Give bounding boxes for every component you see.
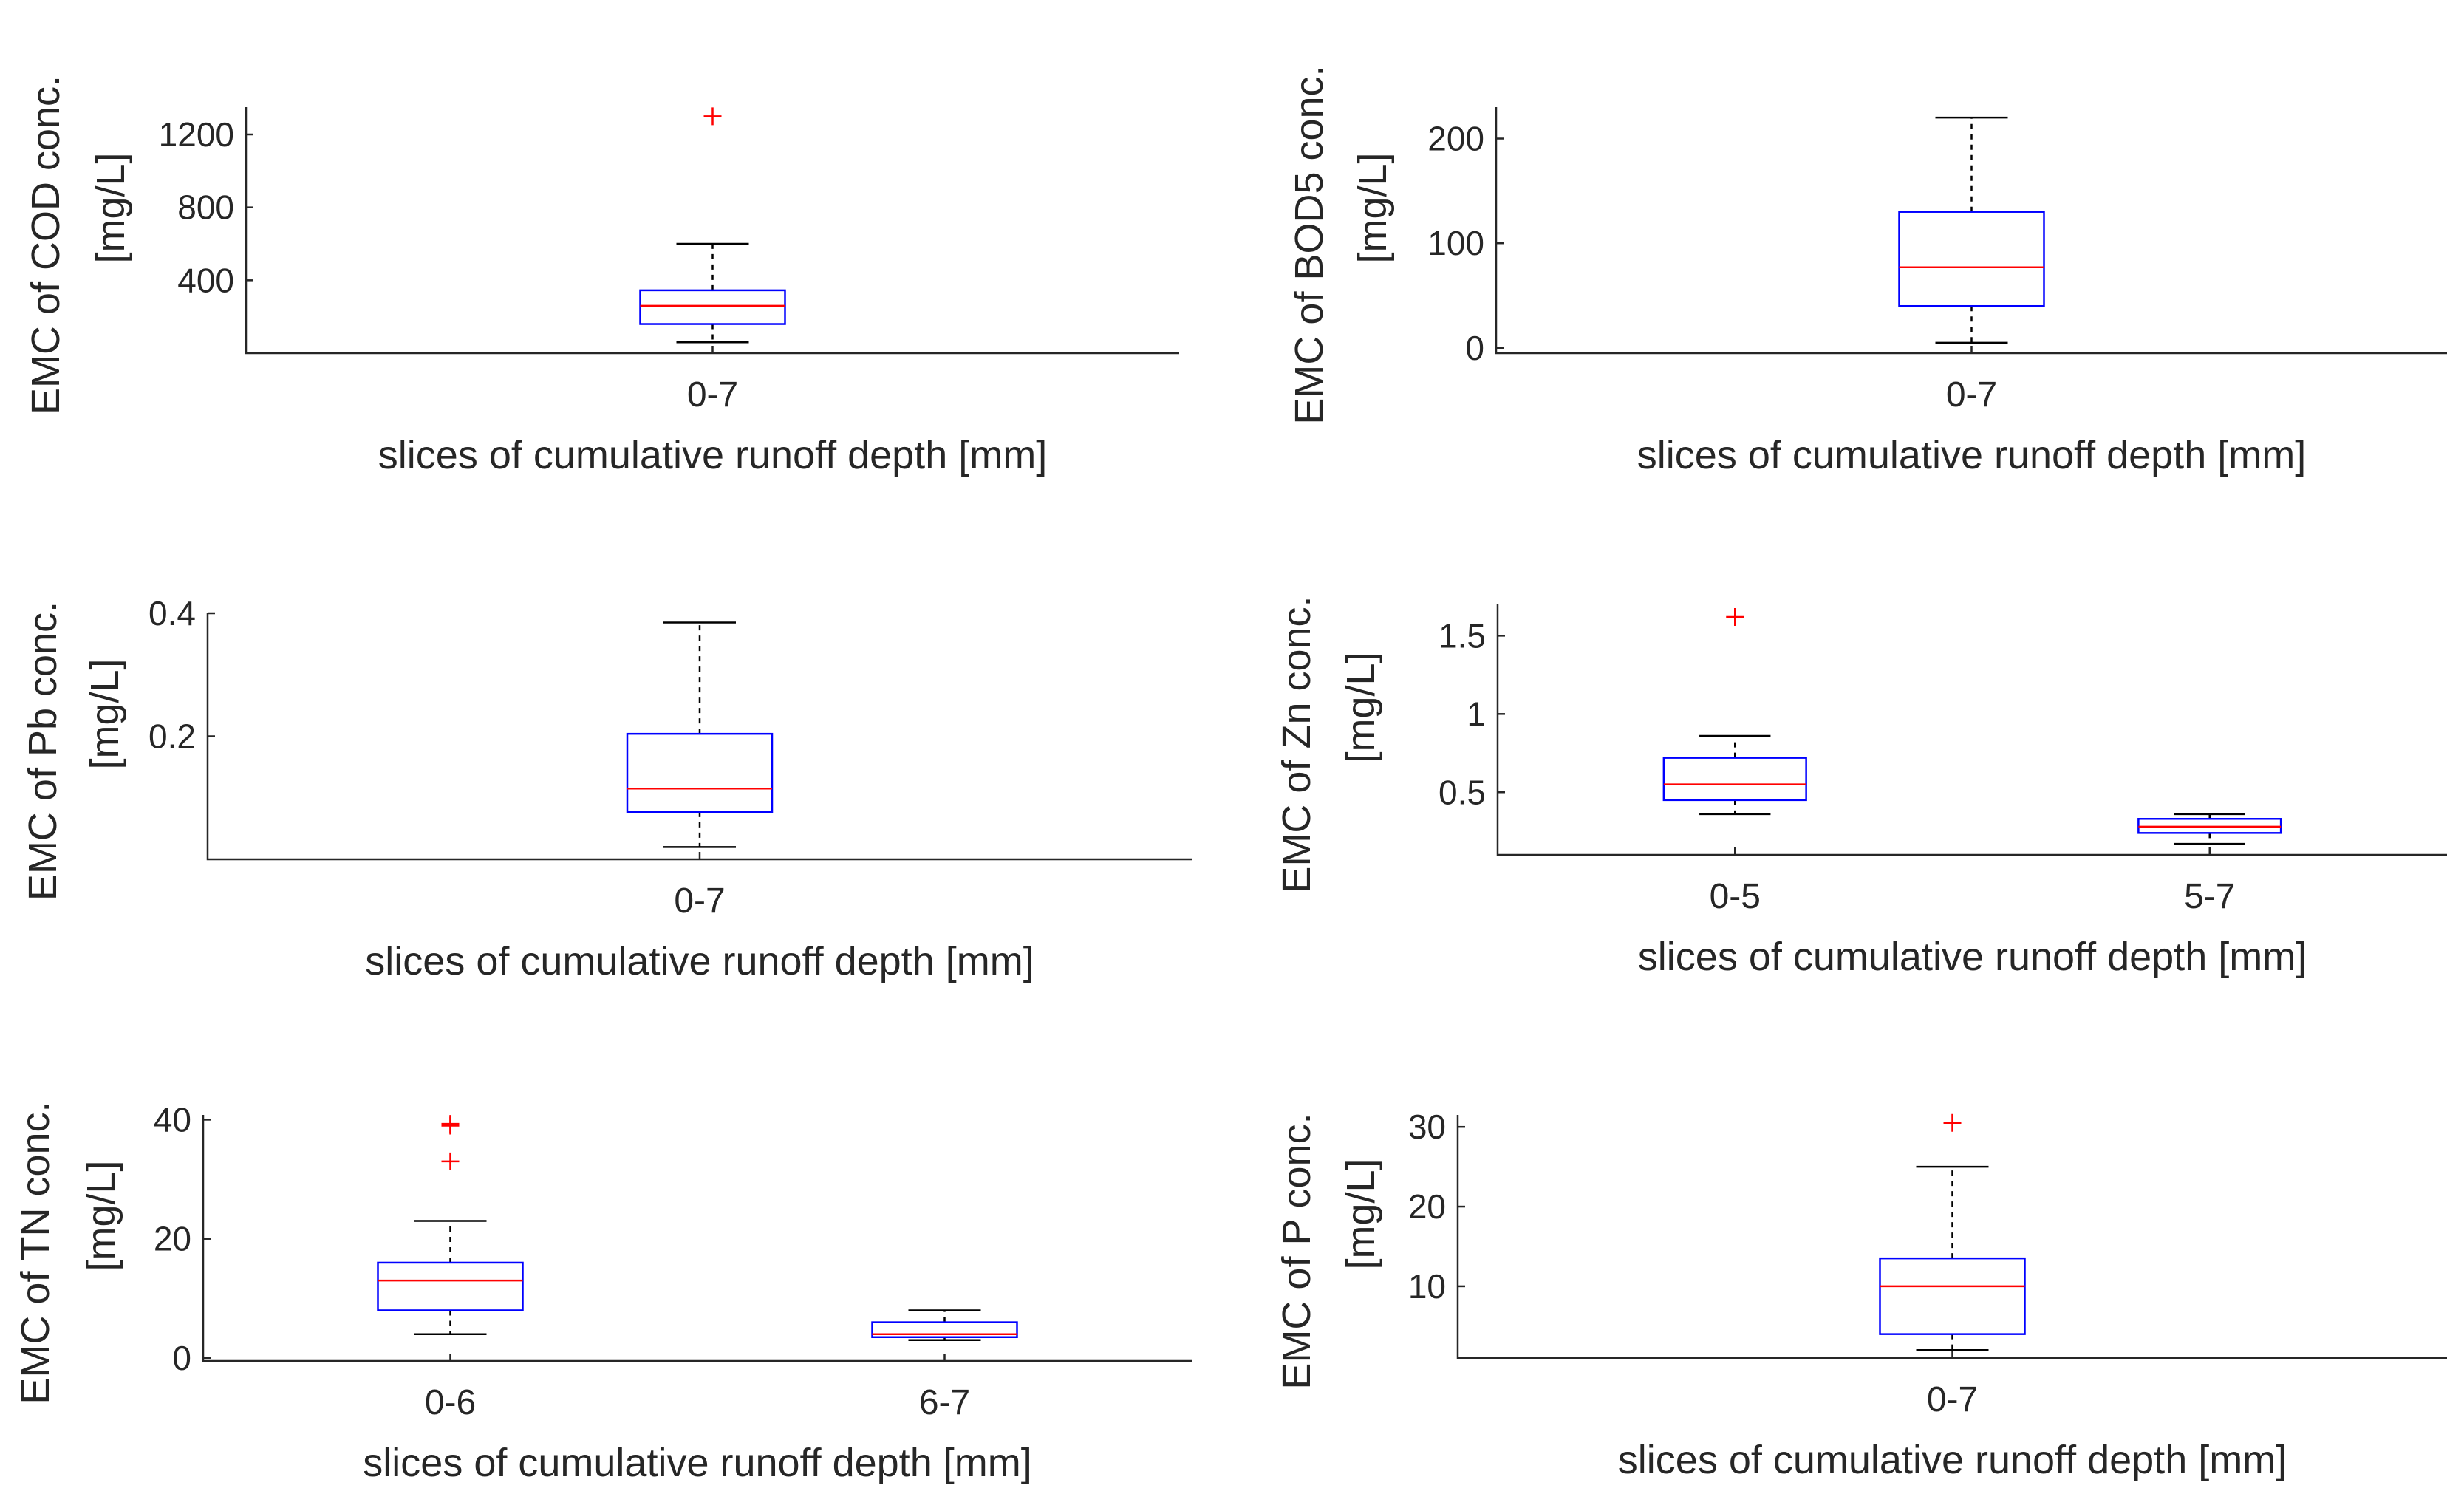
outlier-marker (1943, 1113, 1962, 1132)
category-label: 5-7 (2184, 877, 2235, 916)
axis-lines (1495, 107, 2447, 355)
axis-lines (1456, 1115, 2447, 1359)
iqr-box (626, 732, 774, 813)
y-tick-label: 0.2 (149, 717, 196, 756)
y-axis-label-line1: EMC of BOD5 conc. (1287, 65, 1331, 424)
y-axis-label-line2: [mg/L] (83, 658, 127, 769)
outlier-marker (441, 1115, 460, 1133)
y-tick-label: 1.5 (1439, 616, 1486, 655)
y-tick-label: 0.5 (1439, 773, 1486, 811)
y-tick-label: 1200 (159, 115, 234, 154)
iqr-box (1898, 211, 2045, 307)
category-label: 0-7 (674, 881, 725, 921)
iqr-box (377, 1261, 524, 1311)
y-tick-label: 0 (172, 1339, 191, 1377)
outlier-marker (1726, 607, 1744, 626)
y-axis-label-line1: EMC of Pb conc. (21, 601, 65, 901)
category-label: 0-7 (1946, 375, 1997, 414)
y-axis-label-line2: [mg/L] (1339, 1159, 1383, 1269)
axis-lines (245, 107, 1179, 355)
subplot-5: 0 20 40 0-6 6-7 slices of cumulative runoff d… (13, 1100, 1192, 1485)
y-tick-label: 20 (1408, 1187, 1446, 1226)
subplot-3: 0.2 0.4 0-7 slices of cumulative runoff dep… (21, 594, 1192, 983)
box-group-0-6: 0-6 (377, 1115, 524, 1422)
y-tick-label: 40 (154, 1100, 191, 1139)
box-group-6-7: 6-7 (871, 1309, 1018, 1422)
x-axis-label: slices of cumulative runoff depth [mm] (1618, 1438, 2287, 1482)
box-group-0-7: 0-7 (639, 107, 786, 414)
y-tick-label: 100 (1427, 224, 1484, 262)
outlier-marker (441, 1152, 460, 1170)
y-axis-label-line2: [mg/L] (1339, 652, 1383, 762)
iqr-box (1879, 1257, 2026, 1335)
y-axis-label-line2: [mg/L] (1351, 152, 1395, 263)
y-tick-label: 10 (1408, 1267, 1446, 1306)
x-axis-label: slices of cumulative runoff depth [mm] (365, 939, 1034, 983)
iqr-box (871, 1321, 1018, 1338)
category-label: 0-5 (1710, 877, 1761, 916)
category-label: 0-6 (425, 1383, 476, 1422)
y-tick-label: 20 (154, 1220, 191, 1258)
subplot-6: 10 20 30 0-7 slices of cumulative runoff dep… (1274, 1108, 2447, 1482)
y-tick-label: 1 (1467, 695, 1486, 733)
y-axis-label-line1: EMC of TN conc. (13, 1101, 58, 1404)
y-axis-label-line1: EMC of P conc. (1274, 1113, 1319, 1389)
category-label: 6-7 (919, 1383, 970, 1422)
box-group-0-7: 0-7 (1879, 1113, 2026, 1419)
box-group-0-7: 0-7 (626, 621, 774, 921)
y-axis-label-line2: [mg/L] (89, 152, 133, 263)
outlier-marker (703, 107, 722, 126)
x-axis-label: slices of cumulative runoff depth [mm] (1637, 433, 2306, 477)
x-axis-label: slices of cumulative runoff depth [mm] (363, 1441, 1031, 1485)
y-tick-label: 0.4 (149, 594, 196, 632)
y-tick-label: 30 (1408, 1108, 1446, 1146)
x-axis-label: slices of cumulative runoff depth [mm] (378, 433, 1047, 477)
axis-lines (1496, 604, 2447, 856)
subplot-4: 0.5 1 1.5 0-5 5-7 slices of cumulative runoff… (1274, 596, 2447, 979)
subplot-2: 0 100 200 0-7 slices of cumulative runoff de… (1287, 65, 2447, 477)
axis-lines (202, 1115, 1192, 1362)
iqr-box (1662, 757, 1807, 802)
y-axis-label-line2: [mg/L] (79, 1160, 123, 1271)
box-group-5-7: 5-7 (2137, 813, 2282, 916)
y-tick-label: 800 (177, 188, 234, 227)
y-tick-label: 200 (1427, 120, 1484, 158)
category-label: 0-7 (687, 375, 738, 414)
y-axis-label-line1: EMC of COD conc. (24, 75, 68, 414)
y-tick-label: 400 (177, 261, 234, 299)
x-axis-label: slices of cumulative runoff depth [mm] (1638, 935, 2307, 979)
iqr-box (639, 289, 786, 325)
y-axis-label-line1: EMC of Zn conc. (1274, 596, 1319, 893)
y-tick-label: 0 (1465, 329, 1484, 367)
axis-lines (206, 613, 1192, 861)
box-group-0-5: 0-5 (1662, 607, 1807, 916)
subplot-1: 400 800 1200 0-7 slices of cumulative runoff… (24, 75, 1179, 477)
box-group-0-7: 0-7 (1898, 116, 2045, 414)
category-label: 0-7 (1927, 1380, 1978, 1419)
